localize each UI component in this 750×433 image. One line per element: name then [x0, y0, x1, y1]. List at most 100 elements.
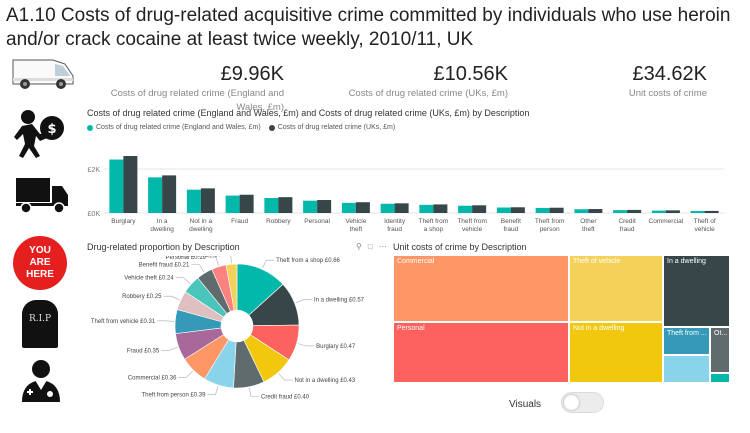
bar-england-wales[interactable] [651, 210, 666, 213]
svg-text:$: $ [47, 122, 56, 137]
treemap-cell-small-teal[interactable] [710, 373, 730, 383]
bar-uk[interactable] [472, 205, 487, 213]
legend-label: Costs of drug related crime (UKs, £m) [277, 124, 396, 131]
bar-england-wales[interactable] [574, 209, 589, 213]
bar-england-wales[interactable] [535, 207, 550, 213]
legend-item-uk[interactable]: Costs of drug related crime (UKs, £m) [268, 124, 396, 131]
bar-england-wales[interactable] [496, 207, 511, 214]
legend-label: Costs of drug related crime (England and… [96, 124, 261, 131]
treemap-cell-label: Theft from ... [667, 330, 707, 337]
bar-england-wales[interactable] [613, 210, 628, 213]
visuals-toggle-label: Visuals [509, 399, 542, 410]
tombstone-icon: R.I.P [22, 300, 58, 348]
x-tick-label: Personal [304, 218, 330, 225]
bar-england-wales[interactable] [419, 204, 434, 213]
bar-england-wales[interactable] [690, 211, 705, 213]
copy-icon[interactable]: □ [367, 242, 373, 251]
slice-label: In a dwelling £0.57 [314, 298, 365, 304]
slice-label: Not in a dwelling £0.43 [295, 378, 356, 384]
bar-england-wales[interactable] [303, 200, 318, 213]
leader-line [178, 370, 194, 378]
leader-line [207, 256, 219, 266]
treemap-cell-theft-from[interactable]: Theft from ... [663, 327, 710, 355]
bar-england-wales[interactable] [186, 189, 201, 213]
thief-icon: $ [14, 110, 64, 158]
more-icon[interactable]: ⋯ [378, 242, 387, 251]
bar-uk[interactable] [433, 204, 448, 213]
leader-line [175, 277, 191, 284]
slice-label: Personal £0.19 [166, 256, 207, 261]
treemap-cell-other[interactable]: Ot... [710, 327, 730, 373]
kpi-value: £9.96K [220, 63, 284, 85]
kpi-card-england-wales: £9.96K Costs of drug related crime (Engl… [88, 62, 284, 115]
bar-uk[interactable] [123, 156, 138, 213]
bar-england-wales[interactable] [380, 203, 395, 213]
kpi-label: Costs of drug related crime (England and… [110, 88, 284, 113]
you-are-here-sign-icon: YOU ARE HERE [13, 236, 67, 290]
treemap-cell-label: Not in a dwelling [573, 325, 625, 332]
legend-item-england-wales[interactable]: Costs of drug related crime (England and… [87, 124, 261, 131]
donut-chart-title: Drug-related proportion by Description [87, 242, 240, 252]
donut-chart[interactable]: Theft from a shop £0.66 In a dwelling £0.… [82, 256, 372, 416]
bar-uk[interactable] [394, 203, 409, 213]
bar-uk[interactable] [162, 175, 177, 213]
treemap-cell-not-in-a-dwelling[interactable]: Not in a dwelling [569, 322, 663, 383]
doctor-icon [22, 360, 60, 402]
donut-slice[interactable] [225, 263, 238, 311]
treemap-chart[interactable]: Commercial Personal Theft of vehicle Not… [393, 255, 730, 383]
slice-label: Theft from a shop £0.66 [276, 258, 340, 264]
treemap-cell-label: Theft of vehicle [573, 258, 621, 265]
bar-chart[interactable]: £2K £0K Burglary In a dwelling Not in a dwelli… [82, 134, 732, 240]
bar-uk[interactable] [239, 194, 254, 213]
x-tick-label: Benefit fraud [501, 218, 521, 233]
slice-label: Benefit fraud £0.21 [139, 263, 190, 269]
treemap-cell-in-a-dwelling[interactable]: In a dwelling [663, 255, 730, 327]
x-tick-label: Burglary [111, 218, 136, 225]
x-tick-label: Vehicle theft [345, 218, 366, 233]
toggle-knob[interactable] [564, 395, 579, 410]
bar-england-wales[interactable] [225, 195, 240, 213]
bar-uk[interactable] [588, 209, 603, 213]
leader-line [163, 295, 180, 301]
bar-uk[interactable] [704, 210, 719, 213]
slice-label: Credit fraud £0.40 [261, 395, 310, 401]
bar-england-wales[interactable] [109, 159, 124, 213]
bar-uk[interactable] [355, 202, 370, 213]
bar-uk[interactable] [278, 197, 293, 213]
y-tick-label: £0K [88, 211, 101, 218]
bar-uk[interactable] [627, 209, 642, 213]
x-tick-label: Other theft [580, 218, 597, 233]
bar-uk[interactable] [549, 207, 564, 213]
treemap-cell-small-blue[interactable] [663, 355, 710, 383]
bar-uk[interactable] [510, 207, 525, 213]
bar-england-wales[interactable] [148, 177, 163, 213]
treemap-cell-label: Personal [397, 325, 425, 332]
bar-england-wales[interactable] [341, 202, 356, 213]
leader-line [157, 320, 175, 322]
bar-england-wales[interactable] [458, 205, 473, 213]
treemap-cell-theft-of-vehicle[interactable]: Theft of vehicle [569, 255, 663, 322]
bar-uk[interactable] [317, 200, 332, 213]
treemap-cell-label: Ot... [714, 330, 728, 337]
bar-uk[interactable] [665, 210, 680, 213]
pin-icon[interactable]: ⚲ [356, 242, 362, 251]
you-are-here-text: YOU ARE HERE [26, 245, 54, 280]
kpi-label: Unit costs of crime [628, 88, 707, 99]
leader-line [207, 386, 219, 396]
bar-uk[interactable] [200, 188, 215, 213]
bar-england-wales[interactable] [264, 198, 279, 213]
visuals-toggle[interactable] [561, 392, 604, 413]
leader-line [297, 343, 315, 347]
kpi-card-unit-costs: £34.62K Unit costs of crime [590, 62, 707, 101]
bar-chart-legend: Costs of drug related crime (England and… [87, 124, 395, 131]
x-tick-label: Not in a dwelling [189, 218, 213, 233]
treemap-cell-commercial[interactable]: Commercial [393, 255, 569, 322]
legend-swatch [87, 124, 93, 131]
kpi-value: £34.62K [632, 63, 707, 85]
treemap-cell-personal[interactable]: Personal [393, 322, 569, 383]
slice-label: Theft from person £0.39 [141, 393, 206, 399]
van-icon [12, 59, 74, 89]
x-tick-label: Identity fraud [384, 218, 406, 233]
leader-line [248, 387, 260, 397]
x-tick-label: Commercial [649, 218, 684, 225]
